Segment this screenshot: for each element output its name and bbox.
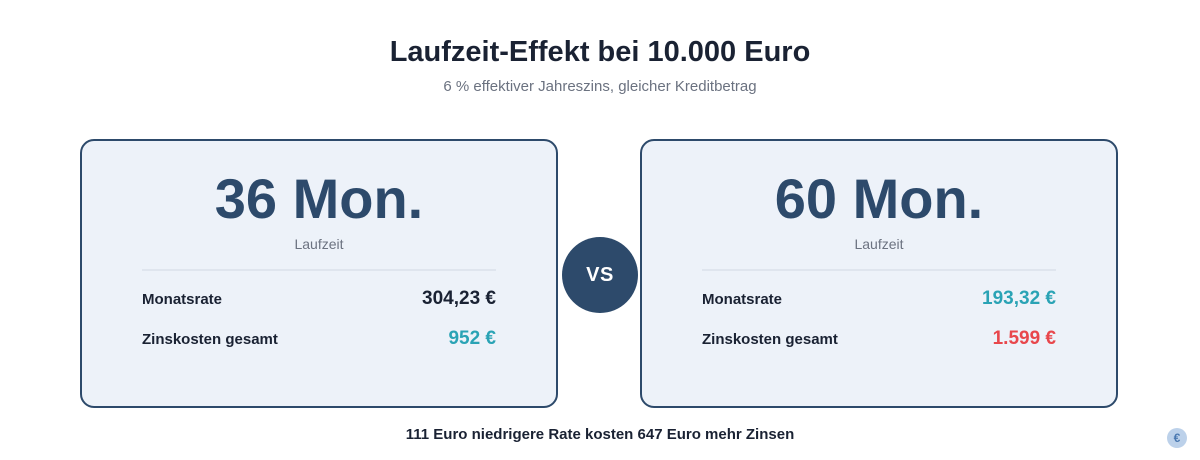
vs-badge: VS	[562, 237, 638, 313]
monthly-rate-value: 193,32 €	[982, 288, 1056, 309]
monthly-rate-row: Monatsrate 304,23 €	[142, 286, 496, 312]
total-interest-label: Zinskosten gesamt	[702, 330, 838, 348]
monthly-rate-row: Monatsrate 193,32 €	[702, 286, 1056, 312]
monthly-rate-value: 304,23 €	[422, 288, 496, 309]
comparison-card-36-months: 36 Mon. Laufzeit Monatsrate 304,23 € Zin…	[80, 139, 558, 408]
total-interest-row: Zinskosten gesamt 1.599 €	[702, 326, 1056, 352]
total-interest-value: 952 €	[448, 328, 496, 349]
term-value: 60 Mon.	[774, 167, 984, 230]
euro-icon[interactable]: €	[1167, 428, 1187, 448]
monthly-rate-label: Monatsrate	[142, 290, 223, 308]
card-divider	[142, 269, 496, 271]
card-divider	[702, 269, 1056, 271]
summary-footer: 111 Euro niedrigere Rate kosten 647 Euro…	[405, 426, 795, 443]
page-subtitle: 6 % effektiver Jahreszins, gleicher Kred…	[443, 78, 757, 95]
term-value: 36 Mon.	[214, 167, 424, 230]
comparison-card-60-months: 60 Mon. Laufzeit Monatsrate 193,32 € Zin…	[640, 139, 1118, 408]
term-label: Laufzeit	[854, 236, 904, 252]
total-interest-label: Zinskosten gesamt	[142, 330, 278, 348]
page-title: Laufzeit-Effekt bei 10.000 Euro	[389, 36, 811, 68]
total-interest-value: 1.599 €	[992, 328, 1056, 349]
total-interest-row: Zinskosten gesamt 952 €	[142, 326, 496, 352]
monthly-rate-label: Monatsrate	[702, 290, 783, 308]
term-label: Laufzeit	[294, 236, 344, 252]
